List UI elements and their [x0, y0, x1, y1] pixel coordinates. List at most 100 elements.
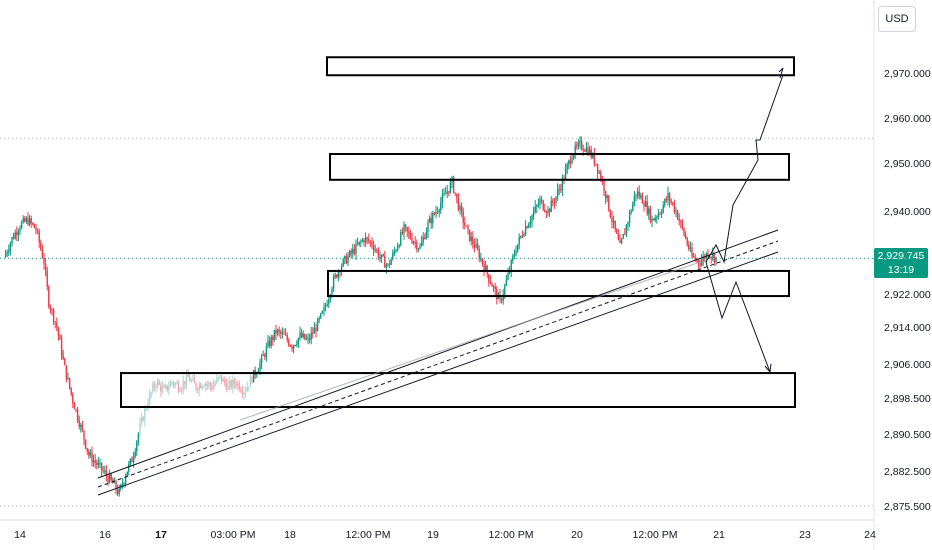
- y-tick-label: 2,960.000: [884, 113, 931, 125]
- candle-body: [417, 248, 420, 250]
- candle-body: [368, 238, 370, 242]
- candle-body: [248, 386, 250, 388]
- candle-body: [304, 333, 306, 340]
- candle-body: [272, 336, 274, 340]
- candle-body: [612, 220, 615, 223]
- current-price-tag: 2,929.745 13:19: [874, 248, 928, 278]
- candle-body: [78, 420, 80, 427]
- candle-body: [508, 271, 511, 273]
- candle-body: [280, 331, 282, 334]
- candle-body: [715, 257, 717, 262]
- candle-body: [540, 199, 543, 201]
- candle-body: [65, 365, 68, 380]
- candle-body: [56, 322, 58, 328]
- candle-body: [208, 383, 210, 385]
- candle-body: [20, 222, 23, 228]
- candle-body: [561, 178, 564, 191]
- candle-body: [219, 375, 221, 378]
- candle-body: [230, 381, 232, 388]
- candle-body: [571, 158, 573, 164]
- candle-body: [568, 160, 570, 165]
- candle-body: [216, 378, 218, 384]
- candle-body: [195, 383, 197, 390]
- candle-body: [60, 339, 63, 356]
- candle-body: [531, 215, 533, 222]
- candle-body: [108, 474, 111, 483]
- candle-body: [150, 392, 152, 394]
- candle-body: [520, 235, 522, 238]
- candle-body: [198, 384, 200, 391]
- candle-body: [126, 471, 128, 477]
- candle-body: [408, 231, 410, 234]
- candle-body: [110, 474, 112, 480]
- candle-body: [513, 254, 516, 257]
- candle-body: [652, 218, 655, 221]
- candle-body: [470, 236, 472, 241]
- candle-body: [539, 199, 541, 205]
- candle-body: [460, 205, 463, 212]
- candle-body: [81, 424, 84, 431]
- candle-body: [145, 407, 148, 409]
- candle-body: [380, 254, 383, 258]
- candle-body: [52, 309, 55, 322]
- candle-body: [529, 221, 532, 225]
- y-tick-label: 2,940.000: [884, 206, 931, 218]
- candle-body: [657, 213, 660, 218]
- resistance-zone: [329, 153, 790, 181]
- candle-body: [454, 192, 456, 194]
- candle-body: [342, 258, 344, 266]
- candle-body: [44, 264, 47, 271]
- candle-body: [424, 237, 426, 239]
- candle-body: [436, 211, 439, 213]
- candle-body: [334, 274, 336, 278]
- candle-body: [238, 383, 240, 390]
- candle-body: [416, 242, 418, 250]
- candle-body: [80, 424, 82, 427]
- candle-body: [188, 376, 191, 382]
- candle-body: [49, 306, 52, 310]
- candle-body: [640, 195, 642, 198]
- candle-body: [176, 383, 178, 385]
- bearish-projection-path: [705, 261, 771, 373]
- candle-body: [603, 180, 605, 192]
- candle-body: [708, 256, 711, 258]
- candle-body: [115, 480, 117, 490]
- candle-body: [587, 147, 589, 155]
- candle-body: [19, 227, 21, 232]
- candle-body: [104, 470, 106, 472]
- candle-body: [664, 199, 666, 206]
- candle-body: [321, 311, 324, 314]
- candle-body: [622, 233, 624, 239]
- candle-body: [326, 304, 328, 306]
- candle-body: [224, 378, 226, 384]
- candle-body: [473, 243, 476, 248]
- x-tick-label: 21: [713, 529, 725, 541]
- candle-body: [504, 285, 506, 295]
- channel-mid-line: [97, 240, 779, 488]
- currency-selector[interactable]: USD: [878, 6, 916, 32]
- candle-body: [548, 209, 551, 212]
- candle-body: [377, 250, 380, 258]
- candle-body: [121, 484, 124, 486]
- candle-body: [275, 329, 277, 334]
- x-tick-label: 12:00 PM: [633, 529, 678, 541]
- candle-body: [576, 145, 578, 147]
- candle-body: [200, 384, 202, 389]
- candle-body: [323, 307, 325, 312]
- candle-body: [670, 200, 672, 203]
- candle-body: [68, 377, 71, 388]
- candle-body: [324, 305, 327, 308]
- candle-body: [16, 232, 18, 235]
- candle-body: [220, 375, 223, 382]
- candle-body: [507, 272, 509, 280]
- y-tick-label: 2,922.000: [884, 289, 931, 301]
- candle-body: [480, 258, 482, 260]
- candle-body: [182, 381, 184, 389]
- candle-body: [382, 254, 384, 256]
- candle-body: [217, 377, 220, 379]
- candle-body: [35, 228, 37, 231]
- candle-body: [284, 334, 287, 336]
- candle-body: [14, 232, 16, 239]
- candle-body: [588, 149, 591, 155]
